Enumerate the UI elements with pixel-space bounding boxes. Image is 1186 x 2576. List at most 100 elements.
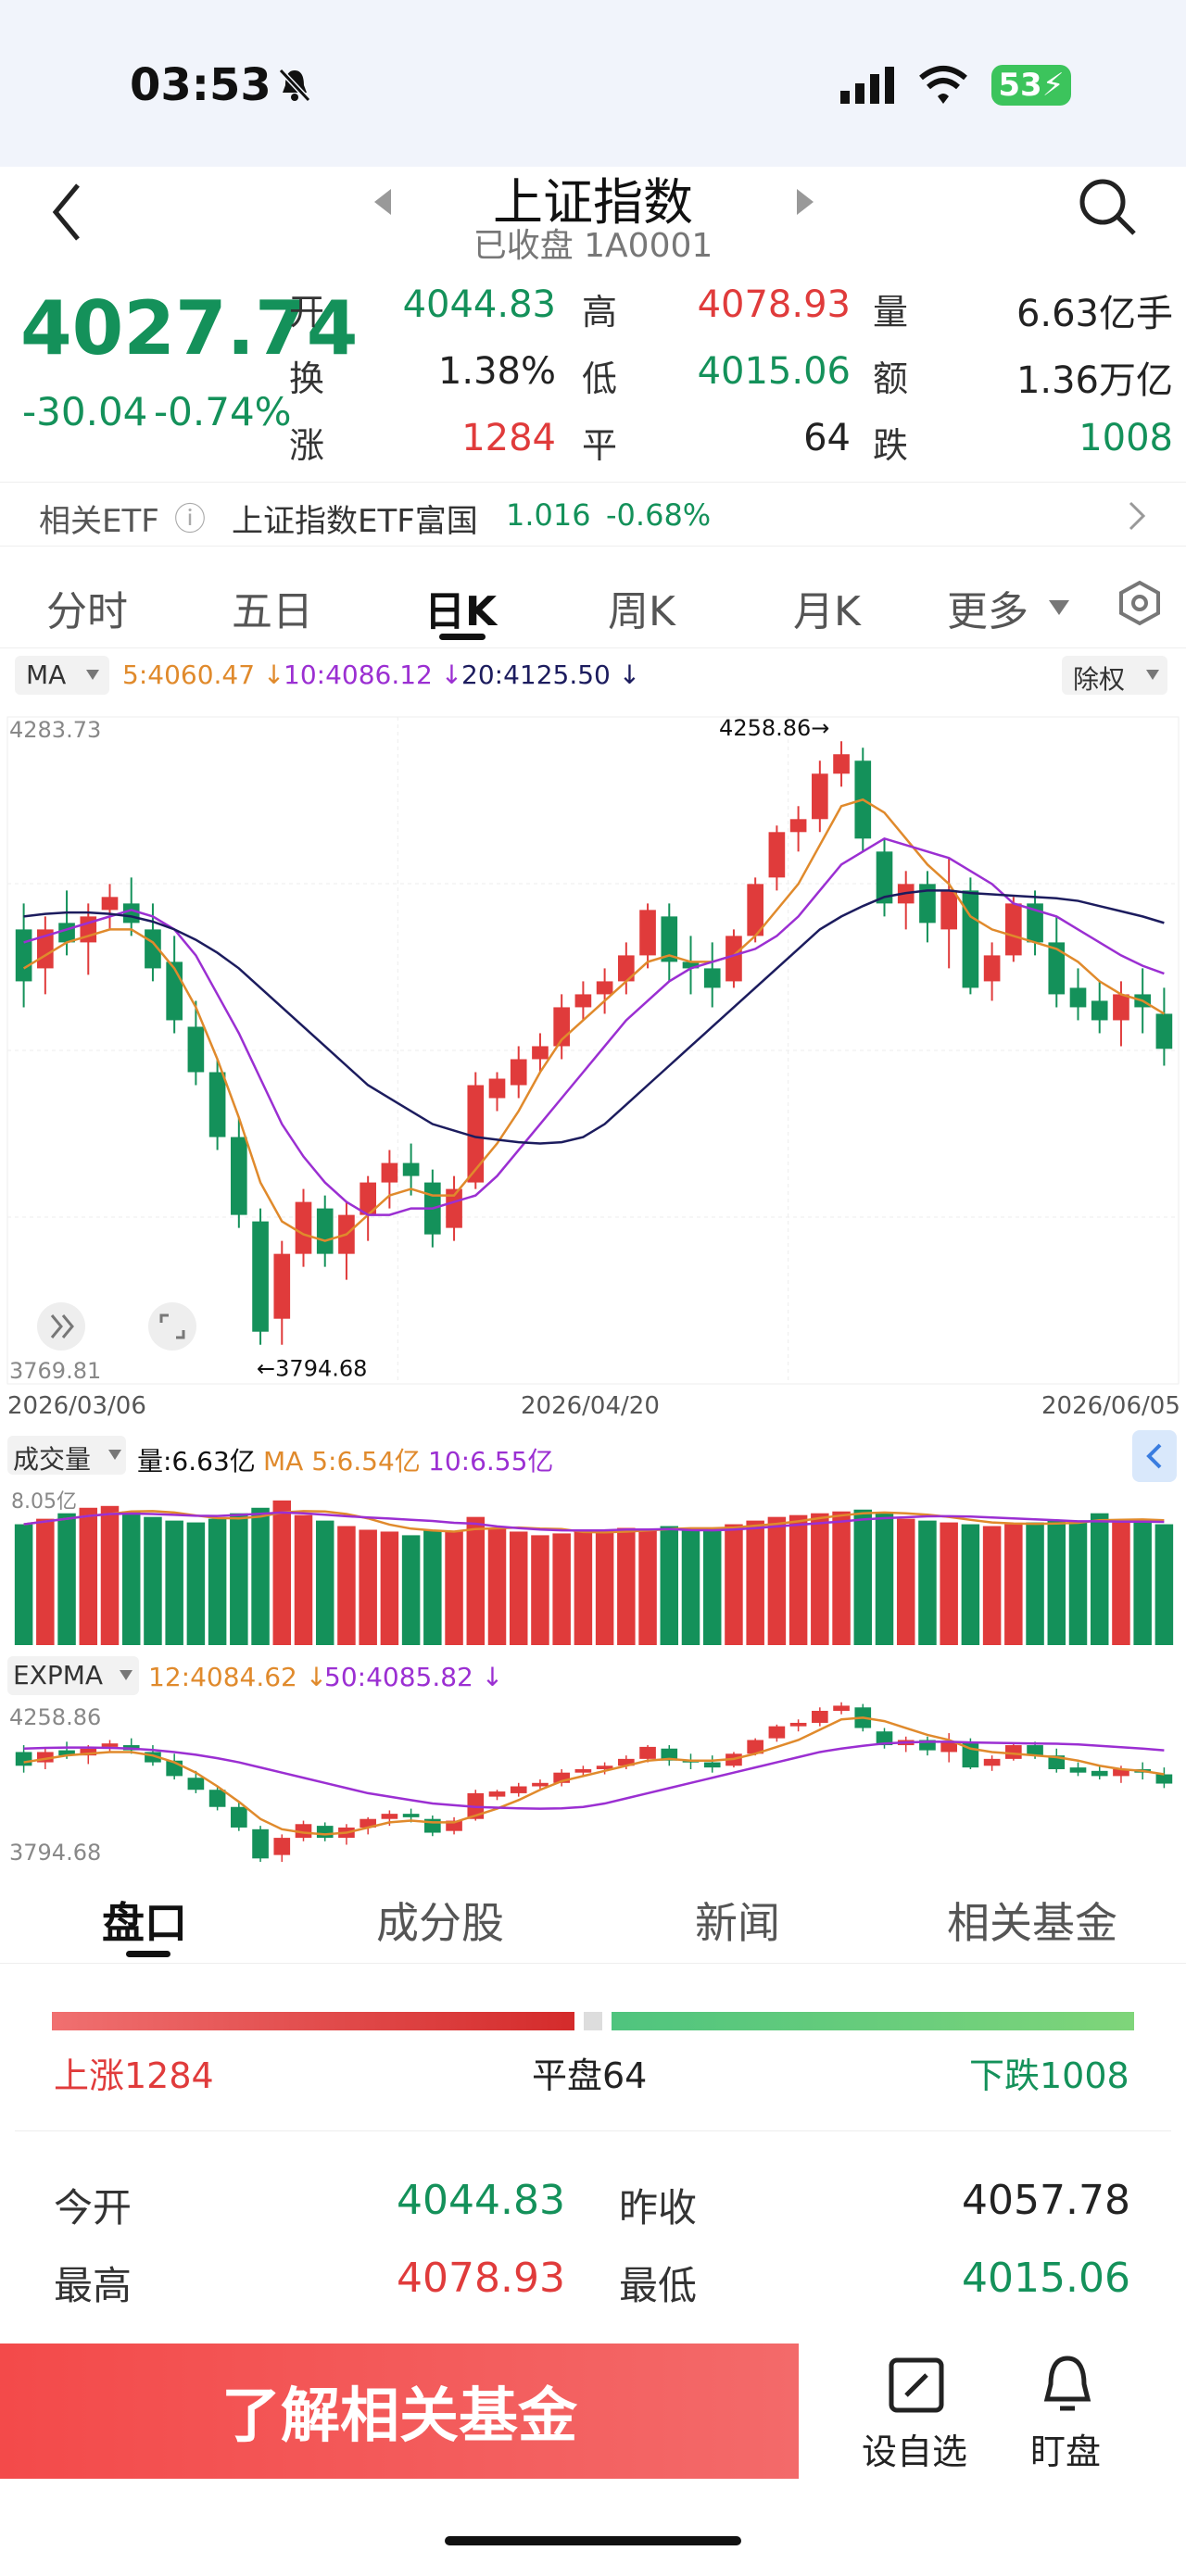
info-icon[interactable]: ⓘ bbox=[174, 501, 206, 538]
volume-selector[interactable]: 成交量 bbox=[7, 1436, 126, 1475]
tab-intraday[interactable]: 分时 bbox=[46, 588, 128, 635]
volume-bar bbox=[1026, 1522, 1044, 1645]
prev-index-icon[interactable] bbox=[371, 183, 395, 220]
candle-body bbox=[1027, 903, 1043, 943]
volume-bar bbox=[315, 1520, 334, 1645]
volume-y-label: 8.05亿 bbox=[11, 1490, 77, 1514]
expma-candle-body bbox=[876, 1731, 893, 1746]
learn-funds-button[interactable]: 了解相关基金 bbox=[0, 2344, 799, 2479]
chevron-left-icon bbox=[1146, 1443, 1162, 1469]
tab-daily-k[interactable]: 日K bbox=[424, 588, 498, 635]
fullscreen-icon[interactable] bbox=[148, 1302, 196, 1351]
volume-bar bbox=[1047, 1520, 1066, 1645]
expma-candle-body bbox=[639, 1746, 656, 1759]
related-etf-row[interactable]: 相关ETF ⓘ 上证指数ETF富国 1.016 -0.68% bbox=[0, 482, 1186, 547]
tab-news[interactable]: 新闻 bbox=[695, 1898, 780, 1948]
low-label: 低 bbox=[582, 358, 618, 399]
expma-candle-body bbox=[661, 1748, 678, 1761]
max-annotation: 4258.86→ bbox=[719, 715, 829, 741]
expma-selector[interactable]: EXPMA bbox=[7, 1656, 139, 1695]
expma-candle-body bbox=[833, 1705, 850, 1711]
kline-ma-lines bbox=[22, 798, 1166, 1242]
volume-bar bbox=[681, 1527, 700, 1645]
candle-body bbox=[101, 897, 119, 911]
chevron-right-icon[interactable] bbox=[1125, 499, 1147, 533]
tab-related-funds[interactable]: 相关基金 bbox=[947, 1898, 1117, 1948]
expma-candle-body bbox=[273, 1838, 291, 1855]
candle-body bbox=[812, 773, 828, 820]
detail-open-value: 4044.83 bbox=[397, 2177, 565, 2224]
adjust-label: 除权 bbox=[1073, 664, 1126, 695]
volume-bar bbox=[144, 1516, 162, 1645]
turnover-value: 1.38% bbox=[437, 350, 556, 393]
expand-left-icon[interactable] bbox=[37, 1302, 85, 1351]
next-index-icon[interactable] bbox=[793, 183, 817, 220]
volume-bar bbox=[294, 1514, 313, 1645]
candle-body bbox=[381, 1162, 398, 1183]
volume-bar bbox=[1112, 1522, 1130, 1645]
candle-body bbox=[639, 910, 656, 956]
turnover-label: 换 bbox=[289, 358, 325, 399]
volume-bar bbox=[660, 1526, 679, 1645]
etf-change: -0.68% bbox=[606, 497, 712, 533]
expma-candles bbox=[15, 1702, 1173, 1863]
detail-prev-label: 昨收 bbox=[619, 2185, 698, 2230]
expma-candle-body bbox=[618, 1758, 635, 1766]
ma-label: MA bbox=[26, 660, 67, 690]
volume-bar bbox=[423, 1529, 442, 1645]
edit-watchlist-icon[interactable] bbox=[888, 2356, 945, 2414]
tab-more[interactable]: 更多 bbox=[947, 588, 1028, 635]
adjust-selector[interactable]: 除权 bbox=[1062, 656, 1167, 695]
volume-bar bbox=[832, 1511, 851, 1645]
candle-body bbox=[703, 968, 721, 988]
volume-bar bbox=[811, 1513, 829, 1645]
candle-body bbox=[510, 1059, 527, 1086]
expma-chart[interactable]: 4258.86 3794.68 bbox=[0, 1701, 1186, 1867]
tab-weekly-k[interactable]: 周K bbox=[608, 588, 675, 635]
tab-monthly-k[interactable]: 月K bbox=[793, 588, 861, 635]
kline-grid bbox=[6, 716, 1180, 1385]
watch-market-label[interactable]: 盯盘 bbox=[1030, 2431, 1102, 2472]
expma-candle-body bbox=[488, 1791, 506, 1797]
tab-five-day[interactable]: 五日 bbox=[232, 588, 313, 635]
tab-order-book[interactable]: 盘口 bbox=[102, 1898, 187, 1948]
expma-candle-body bbox=[596, 1766, 613, 1769]
candle-body bbox=[596, 981, 613, 995]
flat-label: 平 bbox=[582, 425, 618, 466]
collapse-panel-button[interactable] bbox=[1132, 1430, 1177, 1482]
candle-body bbox=[725, 936, 742, 982]
expma-candle-body bbox=[532, 1782, 549, 1787]
volume-bar bbox=[574, 1531, 593, 1645]
volume-bar bbox=[531, 1535, 549, 1645]
settings-icon[interactable] bbox=[1117, 580, 1162, 626]
page-title: 上证指数 bbox=[493, 173, 693, 232]
candle-body bbox=[446, 1188, 462, 1228]
volume-bar bbox=[359, 1529, 377, 1645]
candle-body bbox=[208, 1072, 226, 1137]
ma-selector[interactable]: MA bbox=[15, 656, 109, 695]
candle-body bbox=[252, 1221, 269, 1332]
volume-bar bbox=[725, 1524, 743, 1645]
expma-candle-body bbox=[252, 1828, 269, 1859]
volume-bar bbox=[121, 1511, 141, 1645]
expma-50-line bbox=[23, 1740, 1165, 1810]
candle-body bbox=[789, 819, 807, 833]
volume-chart[interactable]: 8.05亿 bbox=[0, 1482, 1186, 1649]
add-watchlist-label[interactable]: 设自选 bbox=[862, 2431, 968, 2472]
expma-candle-body bbox=[1155, 1774, 1173, 1784]
kline-chart[interactable]: 4283.73 3769.81 4258.86→ ←3794.68 2026/0… bbox=[0, 704, 1186, 1426]
candle-body bbox=[768, 832, 786, 878]
candle-body bbox=[682, 961, 700, 969]
bell-icon[interactable] bbox=[1040, 2353, 1095, 2416]
bottom-bar: 了解相关基金 设自选 盯盘 bbox=[0, 2344, 1186, 2482]
back-icon[interactable] bbox=[48, 180, 85, 245]
ma5-value: 5:4060.47 ↓ bbox=[122, 660, 285, 690]
tab-constituents[interactable]: 成分股 bbox=[376, 1898, 504, 1948]
volume-bar bbox=[14, 1524, 33, 1645]
expma-candle-body bbox=[316, 1826, 334, 1839]
volume-bars bbox=[14, 1500, 1174, 1645]
expma-candle-body bbox=[983, 1758, 1001, 1766]
more-dropdown-icon[interactable] bbox=[1047, 598, 1071, 617]
search-icon[interactable] bbox=[1075, 174, 1140, 239]
expma-candle-body bbox=[402, 1814, 420, 1817]
